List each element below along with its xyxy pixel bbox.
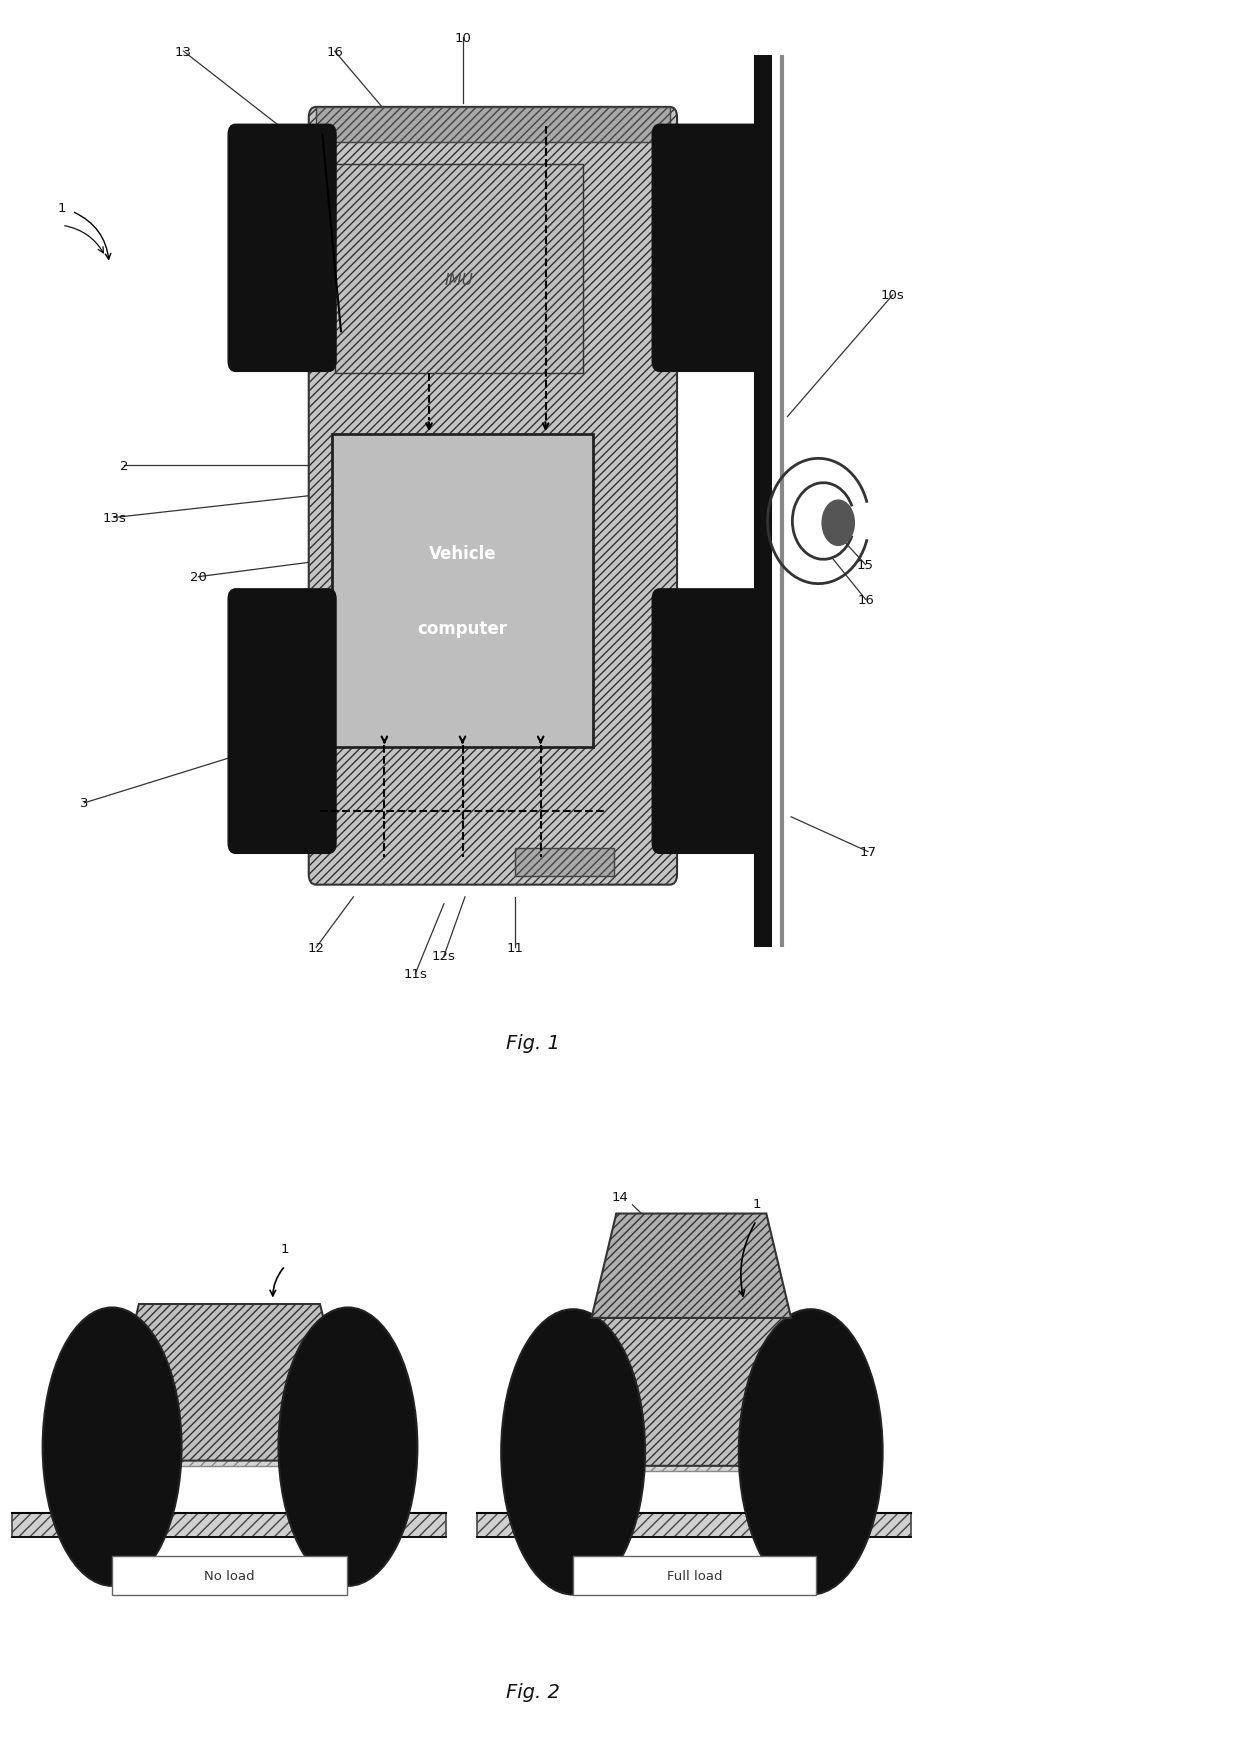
Text: 15: 15 bbox=[857, 558, 874, 572]
Bar bbox=[316, 108, 670, 143]
Text: Vehicle: Vehicle bbox=[429, 544, 496, 563]
Text: 1: 1 bbox=[753, 1196, 760, 1210]
Text: 2: 2 bbox=[120, 459, 128, 473]
Text: Fig. 2: Fig. 2 bbox=[506, 1682, 560, 1701]
FancyBboxPatch shape bbox=[652, 125, 760, 372]
Text: 11s: 11s bbox=[403, 967, 428, 981]
FancyBboxPatch shape bbox=[309, 108, 677, 885]
Text: 13s: 13s bbox=[102, 511, 126, 525]
Ellipse shape bbox=[42, 1308, 181, 1586]
Polygon shape bbox=[591, 1214, 791, 1318]
Text: 19: 19 bbox=[515, 1450, 532, 1464]
Polygon shape bbox=[562, 1318, 825, 1466]
Text: 19: 19 bbox=[53, 1445, 71, 1459]
Text: 10s: 10s bbox=[880, 289, 905, 303]
Text: 17: 17 bbox=[859, 845, 877, 859]
Text: Fig. 1: Fig. 1 bbox=[506, 1035, 560, 1052]
Bar bbox=[477, 1513, 911, 1537]
Bar bbox=[332, 435, 593, 748]
Text: 3: 3 bbox=[81, 796, 88, 810]
Polygon shape bbox=[103, 1304, 360, 1461]
Text: computer: computer bbox=[418, 619, 507, 638]
Text: 16: 16 bbox=[326, 45, 343, 59]
FancyBboxPatch shape bbox=[228, 125, 336, 372]
Ellipse shape bbox=[739, 1309, 883, 1595]
Text: 11: 11 bbox=[506, 941, 523, 955]
Text: 12: 12 bbox=[308, 941, 325, 955]
Bar bbox=[12, 1513, 446, 1537]
Text: 14: 14 bbox=[611, 1189, 629, 1203]
FancyBboxPatch shape bbox=[652, 590, 760, 854]
Ellipse shape bbox=[501, 1309, 645, 1595]
Text: No load: No load bbox=[205, 1569, 254, 1582]
Bar bbox=[515, 849, 614, 876]
Text: 12s: 12s bbox=[432, 949, 456, 963]
Bar bbox=[119, 1428, 341, 1466]
Bar bbox=[335, 165, 583, 374]
Text: IMU: IMU bbox=[444, 273, 474, 287]
FancyBboxPatch shape bbox=[228, 590, 336, 854]
Circle shape bbox=[822, 501, 854, 546]
Ellipse shape bbox=[279, 1308, 418, 1586]
Text: 5: 5 bbox=[830, 1489, 837, 1502]
Text: 1: 1 bbox=[281, 1242, 289, 1256]
Bar bbox=[112, 1556, 347, 1595]
Text: 5: 5 bbox=[368, 1489, 376, 1502]
Bar bbox=[573, 1556, 816, 1595]
Text: 16: 16 bbox=[857, 593, 874, 607]
Text: 13: 13 bbox=[175, 45, 192, 59]
Text: 10: 10 bbox=[454, 31, 471, 45]
Text: 1: 1 bbox=[58, 202, 66, 216]
Text: 20: 20 bbox=[190, 570, 207, 584]
Bar bbox=[580, 1433, 804, 1471]
Text: Full load: Full load bbox=[667, 1569, 722, 1582]
